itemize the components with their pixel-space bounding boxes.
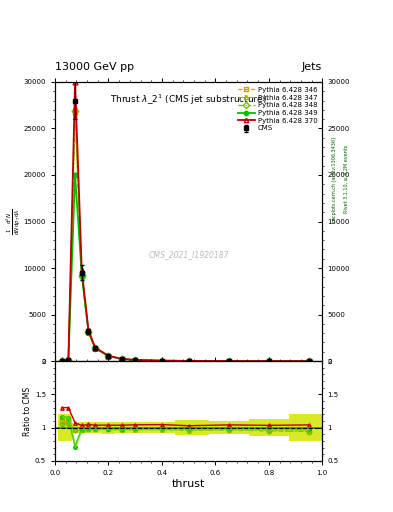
Y-axis label: $\frac{1}{\mathrm{d}N}\frac{\mathrm{d}^2 N}{\mathrm{d}p_T\,\mathrm{d}\lambda}$: $\frac{1}{\mathrm{d}N}\frac{\mathrm{d}^2… — [4, 208, 22, 235]
Pythia 6.428 370 — [73, 79, 77, 85]
Pythia 6.428 370 — [106, 353, 111, 359]
Pythia 6.428 349 — [66, 357, 71, 363]
Pythia 6.428 370 — [307, 358, 311, 364]
Pythia 6.428 346 — [307, 358, 311, 364]
Pythia 6.428 348 — [133, 357, 138, 363]
Pythia 6.428 347 — [93, 345, 97, 351]
Text: mcplots.cern.ch [arXiv:1306.3436]: mcplots.cern.ch [arXiv:1306.3436] — [332, 137, 337, 222]
Pythia 6.428 370 — [66, 357, 71, 363]
Text: 13000 GeV pp: 13000 GeV pp — [55, 61, 134, 72]
Pythia 6.428 348 — [119, 356, 124, 362]
Pythia 6.428 347 — [73, 109, 77, 115]
Pythia 6.428 349 — [93, 345, 97, 351]
Text: Thrust $\lambda\_2^1$ (CMS jet substructure): Thrust $\lambda\_2^1$ (CMS jet substruct… — [110, 93, 267, 108]
Pythia 6.428 348 — [86, 329, 91, 335]
Text: Jets: Jets — [302, 61, 322, 72]
Pythia 6.428 346 — [86, 329, 91, 335]
Pythia 6.428 347 — [79, 273, 84, 280]
Pythia 6.428 346 — [73, 107, 77, 113]
Pythia 6.428 349 — [226, 358, 231, 364]
Pythia 6.428 349 — [186, 358, 191, 364]
Pythia 6.428 349 — [73, 172, 77, 178]
Text: CMS_2021_I1920187: CMS_2021_I1920187 — [149, 250, 229, 260]
Pythia 6.428 370 — [79, 267, 84, 273]
Text: Rivet 3.1.10, ≥ 3.2M events: Rivet 3.1.10, ≥ 3.2M events — [344, 145, 349, 214]
Pythia 6.428 370 — [119, 356, 124, 362]
Pythia 6.428 347 — [66, 357, 71, 363]
Pythia 6.428 346 — [133, 357, 138, 363]
Pythia 6.428 348 — [79, 273, 84, 279]
Pythia 6.428 370 — [133, 357, 138, 363]
Pythia 6.428 349 — [59, 357, 64, 364]
Pythia 6.428 348 — [186, 358, 191, 364]
Pythia 6.428 349 — [79, 271, 84, 278]
Pythia 6.428 346 — [66, 357, 71, 363]
Legend: Pythia 6.428 346, Pythia 6.428 347, Pythia 6.428 348, Pythia 6.428 349, Pythia 6: Pythia 6.428 346, Pythia 6.428 347, Pyth… — [236, 86, 319, 133]
Pythia 6.428 349 — [307, 358, 311, 364]
Pythia 6.428 348 — [59, 357, 64, 364]
Pythia 6.428 347 — [186, 358, 191, 364]
Pythia 6.428 348 — [66, 357, 71, 363]
Pythia 6.428 370 — [226, 358, 231, 364]
Line: Pythia 6.428 370: Pythia 6.428 370 — [59, 79, 311, 364]
Pythia 6.428 346 — [186, 358, 191, 364]
Pythia 6.428 347 — [160, 357, 164, 364]
Pythia 6.428 349 — [86, 328, 91, 334]
Pythia 6.428 347 — [86, 329, 91, 335]
Pythia 6.428 347 — [119, 356, 124, 362]
Pythia 6.428 347 — [266, 358, 271, 364]
Pythia 6.428 346 — [79, 272, 84, 279]
Pythia 6.428 346 — [266, 358, 271, 364]
Pythia 6.428 348 — [307, 358, 311, 364]
Pythia 6.428 370 — [86, 327, 91, 333]
Pythia 6.428 349 — [266, 358, 271, 364]
Pythia 6.428 348 — [93, 345, 97, 351]
Pythia 6.428 346 — [93, 345, 97, 351]
Pythia 6.428 346 — [160, 357, 164, 364]
Pythia 6.428 349 — [133, 357, 138, 363]
Pythia 6.428 348 — [226, 358, 231, 364]
Pythia 6.428 346 — [119, 356, 124, 362]
Pythia 6.428 370 — [186, 358, 191, 364]
Pythia 6.428 347 — [226, 358, 231, 364]
Pythia 6.428 370 — [93, 345, 97, 351]
Pythia 6.428 349 — [119, 356, 124, 362]
X-axis label: thrust: thrust — [172, 479, 205, 488]
Line: Pythia 6.428 349: Pythia 6.428 349 — [59, 173, 311, 364]
Pythia 6.428 370 — [266, 358, 271, 364]
Pythia 6.428 347 — [307, 358, 311, 364]
Pythia 6.428 346 — [226, 358, 231, 364]
Pythia 6.428 370 — [59, 357, 64, 364]
Pythia 6.428 347 — [133, 357, 138, 363]
Pythia 6.428 348 — [106, 353, 111, 359]
Pythia 6.428 348 — [160, 357, 164, 364]
Pythia 6.428 348 — [266, 358, 271, 364]
Pythia 6.428 347 — [106, 353, 111, 359]
Line: Pythia 6.428 347: Pythia 6.428 347 — [59, 109, 311, 364]
Y-axis label: Ratio to CMS: Ratio to CMS — [23, 387, 32, 436]
Pythia 6.428 348 — [73, 108, 77, 114]
Pythia 6.428 349 — [160, 357, 164, 364]
Pythia 6.428 347 — [59, 357, 64, 364]
Pythia 6.428 346 — [106, 353, 111, 359]
Line: Pythia 6.428 348: Pythia 6.428 348 — [59, 109, 311, 364]
Pythia 6.428 346 — [59, 357, 64, 364]
Pythia 6.428 349 — [106, 353, 111, 359]
Line: Pythia 6.428 346: Pythia 6.428 346 — [59, 108, 311, 364]
Pythia 6.428 370 — [160, 357, 164, 364]
